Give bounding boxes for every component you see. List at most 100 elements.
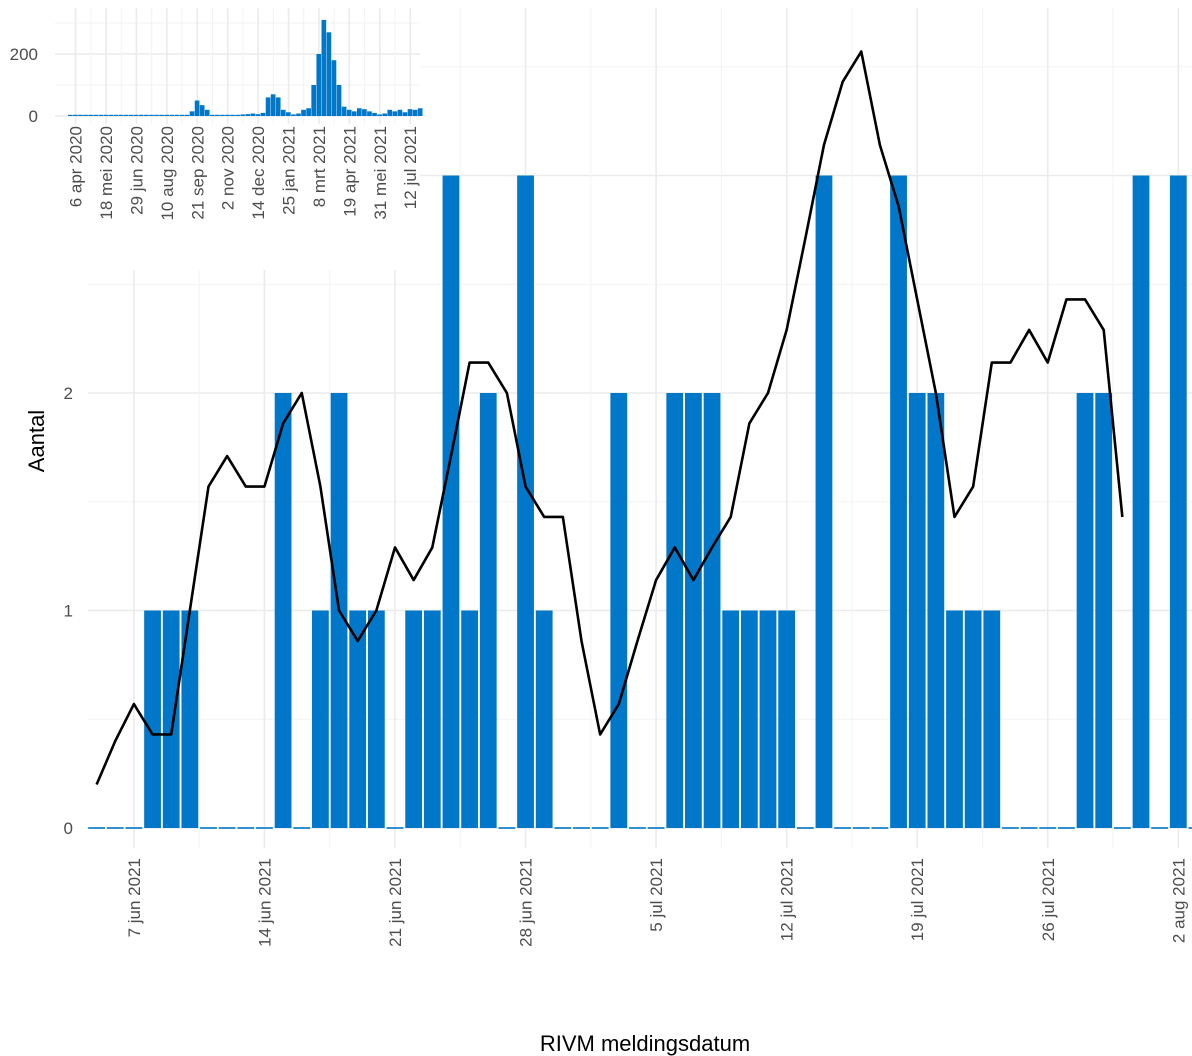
- inset-bar: [133, 114, 139, 116]
- inset-bar: [123, 114, 129, 116]
- inset-bar: [382, 113, 388, 116]
- bar: [983, 610, 1001, 828]
- inset-bar: [301, 109, 306, 116]
- bar: [293, 827, 311, 829]
- inset-bar: [306, 108, 311, 116]
- inset-y-tick-labels: 0 200: [10, 45, 38, 126]
- x-tick-label: 14 jun 2021: [255, 858, 274, 947]
- x-tick-label: 21 jun 2021: [386, 858, 405, 947]
- inset-bar: [68, 114, 73, 116]
- inset-x-tick-label: 2 nov 2020: [219, 126, 238, 210]
- inset-bar: [159, 114, 164, 116]
- inset-bar: [260, 112, 266, 116]
- moving-average-line: [95, 50, 1124, 786]
- inset-bar: [265, 97, 271, 116]
- x-tick-label: 12 jul 2021: [778, 858, 797, 941]
- bar: [517, 175, 534, 828]
- bar: [1095, 393, 1113, 828]
- bar: [535, 610, 553, 828]
- bar: [834, 827, 851, 829]
- bar: [666, 393, 684, 828]
- y-axis-title: Aantal: [24, 410, 49, 472]
- y-tick-label: 0: [64, 819, 73, 838]
- inset-bar: [326, 32, 332, 116]
- inset-bar: [311, 85, 317, 116]
- inset-x-tick-label: 25 jan 2021: [280, 126, 299, 215]
- bar: [778, 610, 796, 828]
- x-tick-label: 2 aug 2021: [1169, 858, 1188, 943]
- bar: [237, 827, 255, 829]
- bar: [573, 827, 590, 829]
- bar: [740, 610, 758, 828]
- inset-x-tick-label: 14 dec 2020: [249, 126, 268, 220]
- inset-bar: [113, 114, 119, 116]
- inset-bar: [230, 114, 235, 116]
- bar: [629, 827, 646, 829]
- bar: [852, 827, 870, 829]
- x-tick-label: 7 jun 2021: [125, 858, 144, 937]
- bar: [312, 610, 329, 828]
- inset-x-tick-label: 31 mei 2021: [371, 126, 390, 220]
- bar: [1002, 827, 1019, 829]
- inset-bars: [68, 19, 423, 116]
- inset-bar: [362, 109, 367, 116]
- inset-chart: 0 200 6 apr 2020 18 mei 2020 29 jun 2020 10 …: [0, 0, 423, 270]
- bar: [423, 610, 441, 828]
- inset-bar: [108, 114, 114, 116]
- inset-bar: [316, 54, 322, 116]
- bar: [1020, 827, 1038, 829]
- bar: [685, 393, 702, 828]
- bar: [125, 827, 143, 829]
- inset-bar: [346, 109, 352, 116]
- bar: [554, 827, 572, 829]
- inset-bar: [341, 106, 347, 116]
- bar: [890, 175, 907, 828]
- inset-bar: [220, 114, 225, 116]
- bar: [1169, 175, 1187, 828]
- bar: [946, 610, 963, 828]
- inset-bar: [392, 111, 398, 116]
- inset-bar: [209, 114, 215, 116]
- bar: [871, 827, 889, 829]
- bar: [106, 827, 124, 829]
- bar: [1113, 827, 1131, 829]
- inset-bar: [138, 114, 144, 116]
- inset-bar: [296, 113, 301, 116]
- inset-bar: [270, 94, 276, 116]
- inset-bar: [174, 114, 180, 116]
- y-tick-label: 2: [64, 384, 73, 403]
- inset-x-tick-label: 21 sep 2020: [188, 126, 207, 220]
- bar: [1076, 393, 1094, 828]
- inset-bar: [73, 114, 78, 116]
- bar: [181, 610, 199, 828]
- bar: [88, 827, 105, 829]
- bar: [796, 827, 814, 829]
- bar: [759, 610, 777, 828]
- inset-bar: [377, 114, 382, 116]
- inset-bar: [387, 109, 393, 116]
- bar: [1039, 827, 1057, 829]
- inset-bar: [372, 112, 377, 116]
- inset-bar: [93, 114, 99, 116]
- bar: [591, 827, 609, 829]
- bar: [442, 175, 460, 828]
- bar: [1058, 827, 1075, 829]
- inset-bar: [215, 114, 220, 116]
- bar: [405, 610, 423, 828]
- inset-bar: [402, 112, 408, 116]
- bar: [367, 610, 385, 828]
- bar: [274, 393, 292, 828]
- inset-bar: [286, 112, 291, 116]
- inset-x-tick-label: 18 mei 2020: [97, 126, 116, 220]
- x-tick-label: 19 jul 2021: [908, 858, 927, 941]
- bar: [1132, 175, 1150, 828]
- inset-bar: [275, 97, 281, 116]
- inset-bar: [164, 114, 169, 116]
- inset-bar: [154, 114, 159, 116]
- inset-bar: [280, 109, 286, 116]
- x-tick-label: 5 jul 2021: [647, 858, 666, 932]
- inset-bar: [291, 114, 296, 116]
- inset-bar: [397, 109, 403, 116]
- inset-bar: [103, 114, 109, 116]
- bar: [927, 393, 945, 828]
